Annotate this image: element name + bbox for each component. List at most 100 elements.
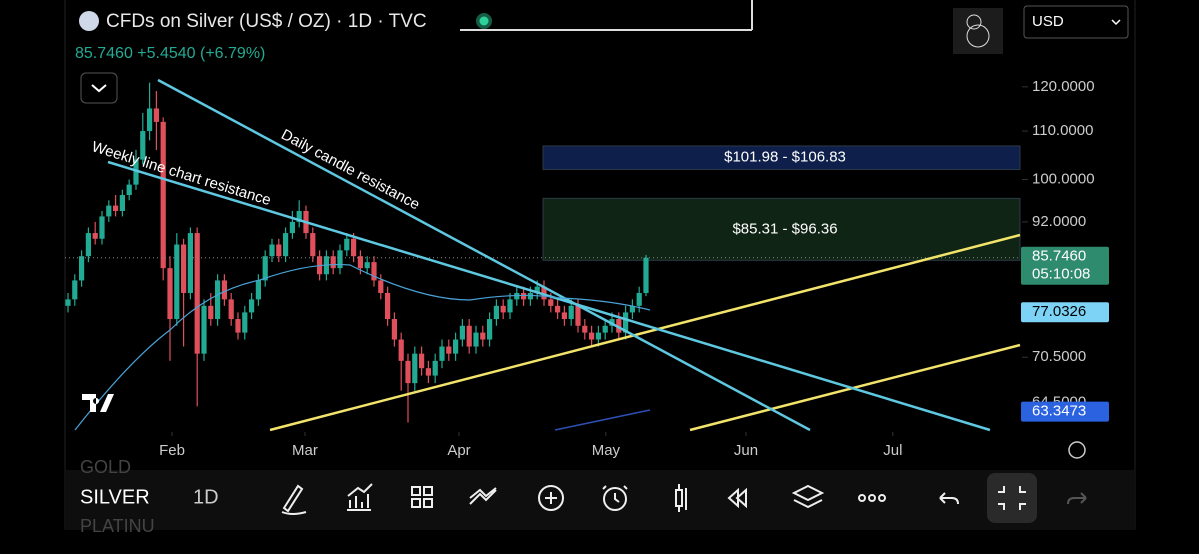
x-tick-label: May xyxy=(592,442,621,459)
candle-body xyxy=(575,305,581,326)
candle-body xyxy=(554,305,561,313)
candle-body xyxy=(439,346,445,361)
candle-body xyxy=(588,332,595,340)
quote: 85.7460 +5.4540 (+6.79%) xyxy=(75,45,265,62)
candle-body xyxy=(561,312,567,320)
status-dot xyxy=(479,16,489,26)
candle-body xyxy=(527,292,533,300)
candle-body xyxy=(174,244,180,320)
candle-body xyxy=(595,332,601,340)
candle-body xyxy=(514,292,520,300)
symbol[interactable]: SILVER xyxy=(80,486,150,508)
interval[interactable]: 1D xyxy=(193,486,219,508)
chart-type[interactable] xyxy=(675,484,687,512)
layout-tool[interactable] xyxy=(411,486,433,508)
price-badge-label: 77.0326 xyxy=(1032,303,1086,320)
candle-body xyxy=(350,238,357,257)
candle-body xyxy=(78,256,85,281)
candle-body xyxy=(201,305,207,354)
candle-body xyxy=(337,250,343,269)
candle-body xyxy=(405,360,411,384)
zone-label: $101.98 - $106.83 xyxy=(724,149,846,166)
candle-body xyxy=(480,332,486,340)
y-tick-label: 92.0000 xyxy=(1032,213,1086,230)
price-badge xyxy=(1021,302,1109,323)
redo[interactable] xyxy=(1067,492,1087,505)
candle-body xyxy=(262,256,268,281)
candle-body xyxy=(92,233,98,239)
candle-body xyxy=(616,319,622,333)
drawings xyxy=(74,78,1021,432)
x-tick-label: Jul xyxy=(883,442,902,459)
candle-body xyxy=(99,216,105,239)
candle-body xyxy=(106,205,112,217)
tool-icons xyxy=(281,483,959,515)
candle-body xyxy=(112,205,119,211)
price-zone xyxy=(542,145,1021,171)
y-tick-label: 100.0000 xyxy=(1032,170,1095,187)
alert-tool[interactable] xyxy=(603,487,627,511)
candle-body xyxy=(133,159,139,185)
replay-tool[interactable] xyxy=(727,487,747,509)
candle-body xyxy=(643,257,649,293)
pattern-tool[interactable] xyxy=(469,487,497,505)
candle-body xyxy=(548,299,554,306)
candle-body xyxy=(126,184,132,196)
candle-body xyxy=(364,262,370,269)
next-symbol[interactable]: PLATINU xyxy=(80,516,155,536)
candle-body xyxy=(418,353,425,369)
fullscreen-button[interactable] xyxy=(987,473,1037,523)
chevron xyxy=(1111,19,1121,26)
candle-body xyxy=(446,346,452,354)
candle-body xyxy=(160,121,166,269)
toolbar xyxy=(65,470,1135,530)
candle-body xyxy=(398,339,404,361)
draw-tool[interactable] xyxy=(281,484,307,515)
trendline xyxy=(107,160,991,432)
candle-body xyxy=(208,305,214,320)
candle-body xyxy=(248,299,255,313)
candle-body xyxy=(391,319,397,340)
candle-body xyxy=(72,280,78,300)
candle-body xyxy=(228,299,234,320)
candle-body xyxy=(466,325,472,347)
tv-logo xyxy=(82,394,114,412)
zone-label: $85.31 - $96.36 xyxy=(732,220,837,237)
candle-body xyxy=(582,325,588,333)
candle-body xyxy=(486,319,493,340)
countdown: 05:10:08 xyxy=(1032,266,1090,283)
candle-body xyxy=(622,312,629,333)
y-tick-label: 70.5000 xyxy=(1032,348,1086,365)
collapse-button[interactable] xyxy=(80,72,118,104)
settings-icon[interactable] xyxy=(1068,441,1086,459)
indicator-tool[interactable] xyxy=(347,483,373,511)
currency-select[interactable] xyxy=(1023,5,1129,39)
candle-body xyxy=(187,233,193,293)
add-tool[interactable] xyxy=(538,485,564,511)
candle-body xyxy=(520,292,527,300)
candle-body xyxy=(432,360,438,376)
layers-tool[interactable] xyxy=(791,484,825,509)
trendline xyxy=(269,233,1021,432)
chevron xyxy=(91,84,107,93)
price-badge-label: 85.7460 xyxy=(1032,248,1086,265)
candle-body xyxy=(167,268,173,320)
undo[interactable] xyxy=(939,492,959,505)
exit-fullscreen-icon xyxy=(998,486,1026,510)
candle-body xyxy=(85,233,91,257)
avatar-art xyxy=(966,24,990,48)
candle-body xyxy=(534,286,540,293)
candle-body xyxy=(602,325,608,333)
candle-body xyxy=(330,256,336,269)
x-tick-label: Apr xyxy=(447,442,470,459)
candle-body xyxy=(119,195,125,211)
prev-symbol[interactable]: GOLD xyxy=(80,457,131,477)
currency: USD xyxy=(1032,13,1064,30)
x-tick-label: Jun xyxy=(734,442,758,459)
candle-body xyxy=(459,325,465,340)
avatar-art xyxy=(966,14,982,30)
candle-body xyxy=(255,280,261,300)
moving-average xyxy=(554,409,651,431)
candle-body xyxy=(452,339,459,354)
